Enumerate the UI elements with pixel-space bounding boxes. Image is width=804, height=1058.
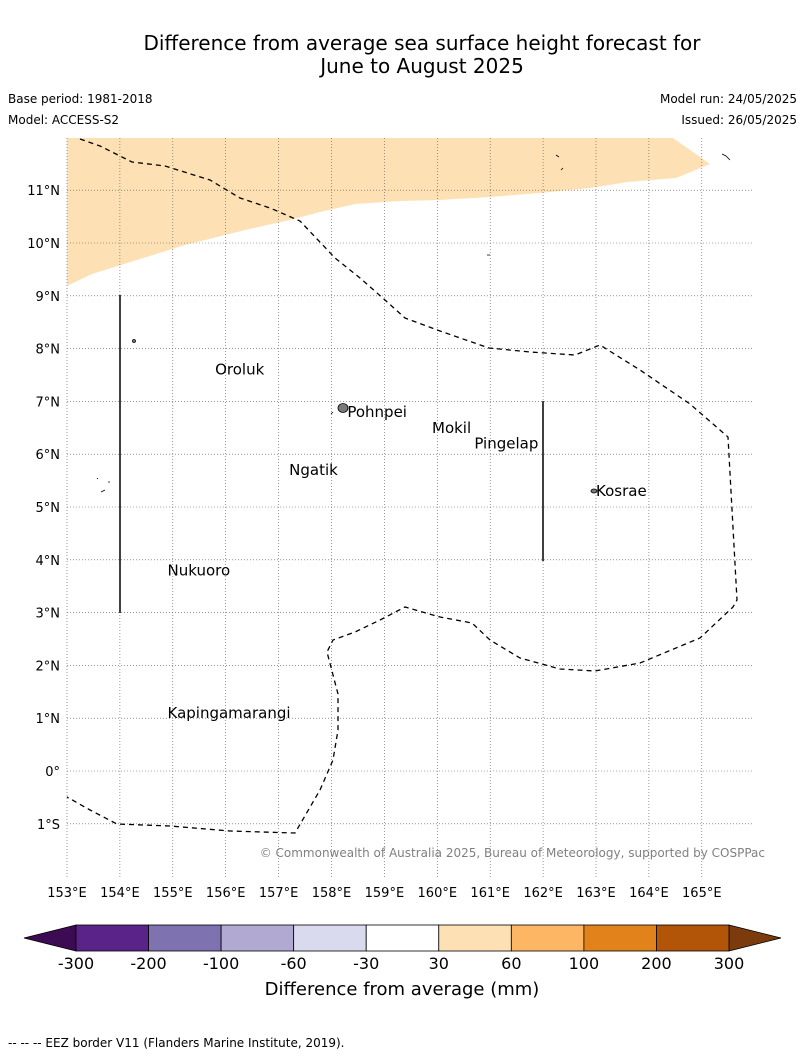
lat-tick-label: 9°N	[36, 290, 61, 305]
lat-tick-label: 2°N	[36, 659, 61, 674]
colorbar-swatch	[148, 924, 222, 952]
colorbar-swatch	[510, 924, 585, 952]
lon-tick-label: 163°E	[576, 886, 616, 901]
small-island	[132, 339, 136, 343]
lat-tick-label: 10°N	[27, 237, 60, 252]
lon-tick-label: 164°E	[629, 886, 669, 901]
colorbar-tick-label: -30	[353, 954, 379, 973]
longitude-labels: 153°E 154°E 155°E 156°E 157°E 158°E 159°E 160°E…	[47, 886, 721, 901]
anomaly-region	[67, 138, 710, 286]
colorbar-tick-label: -200	[130, 954, 166, 973]
lat-tick-label: 0°	[45, 765, 60, 780]
lon-tick-label: 165°E	[682, 886, 722, 901]
title-line-2: June to August 2025	[320, 54, 524, 78]
base-period: Base period: 1981-2018	[8, 92, 153, 106]
colorbar-swatch	[293, 924, 367, 952]
place-label: Nukuoro	[168, 561, 231, 579]
colorbar-swatch	[583, 924, 657, 952]
model-name: Model: ACCESS-S2	[8, 113, 120, 127]
place-label: Ngatik	[289, 461, 338, 479]
lon-tick-label: 155°E	[153, 886, 193, 901]
eez-borders	[66, 138, 738, 834]
colorbar-title: Difference from average (mm)	[264, 979, 540, 1000]
lon-tick-label: 153°E	[47, 886, 87, 901]
issued-date: Issued: 26/05/2025	[681, 113, 797, 127]
lon-tick-label: 157°E	[259, 886, 299, 901]
latitude-labels: 11°N 10°N 9°N 8°N 7°N 6°N 5°N 4°N 3°N 2°N 1°N 0° 1°S	[27, 184, 60, 833]
lat-tick-label: 3°N	[36, 607, 61, 622]
lon-tick-label: 156°E	[206, 886, 246, 901]
lat-tick-label: 5°N	[36, 501, 61, 516]
place-label: Mokil	[432, 419, 471, 437]
colorbar-swatch	[656, 924, 730, 952]
colorbar-tick-label: -100	[203, 954, 239, 973]
colorbar: -300 -200 -100 -60 -30 30 60 100 200 300	[23, 924, 782, 973]
lon-tick-label: 162°E	[523, 886, 563, 901]
eez-legend-note: -- -- -- EEZ border V11 (Flanders Marine…	[8, 1036, 345, 1050]
map-gridlines	[66, 138, 754, 877]
lon-tick-label: 154°E	[100, 886, 140, 901]
colorbar-tick-label: 30	[429, 954, 449, 973]
colorbar-tick-label: 200	[641, 954, 672, 973]
colorbar-tick-label: 60	[501, 954, 521, 973]
colorbar-tick-label: 100	[569, 954, 600, 973]
lon-tick-label: 161°E	[470, 886, 510, 901]
colorbar-swatch	[75, 924, 149, 952]
place-label: Kapingamarangi	[168, 704, 291, 722]
colorbar-min-arrow	[23, 924, 77, 952]
colorbar-swatch	[438, 924, 512, 952]
colorbar-tick-label: -300	[58, 954, 94, 973]
lat-tick-label: 11°N	[27, 184, 60, 199]
title-line-1: Difference from average sea surface heig…	[143, 31, 701, 55]
colorbar-swatch	[365, 924, 440, 952]
copyright-text: © Commonwealth of Australia 2025, Bureau…	[260, 846, 765, 860]
kosrae-island	[590, 488, 598, 494]
lat-tick-label: 8°N	[36, 343, 61, 358]
lat-tick-label: 7°N	[36, 395, 61, 410]
colorbar-swatch	[220, 924, 295, 952]
place-label: Kosrae	[596, 482, 647, 500]
place-label: Oroluk	[215, 361, 264, 379]
lat-tick-label: 4°N	[36, 554, 61, 569]
lon-tick-label: 159°E	[365, 886, 405, 901]
colorbar-max-arrow	[728, 924, 782, 952]
model-run-date: Model run: 24/05/2025	[659, 92, 797, 106]
pohnpei-island	[337, 403, 349, 413]
lat-tick-label: 1°N	[36, 712, 61, 727]
colorbar-tick-label: 300	[714, 954, 745, 973]
place-label: Pingelap	[474, 435, 538, 453]
place-label: Pohnpei	[347, 403, 407, 421]
chart-title: Difference from average sea surface heig…	[0, 32, 804, 78]
lon-tick-label: 158°E	[312, 886, 352, 901]
islands	[96, 153, 731, 494]
lat-tick-label: 6°N	[36, 448, 61, 463]
eez-border-north	[66, 138, 738, 834]
lat-tick-label: 1°S	[37, 818, 60, 833]
small-islet	[96, 153, 731, 493]
lon-tick-label: 160°E	[418, 886, 458, 901]
colorbar-tick-label: -60	[281, 954, 307, 973]
